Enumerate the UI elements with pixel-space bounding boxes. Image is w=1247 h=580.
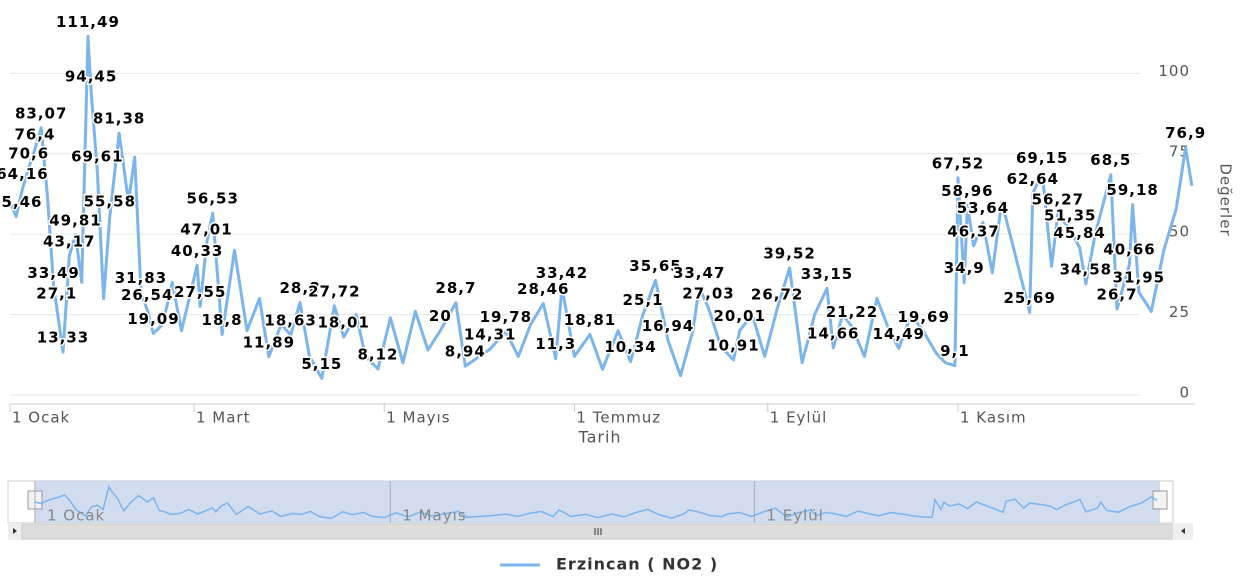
data-label: 25,69: [1003, 289, 1055, 307]
legend-label: Erzincan ( NO2 ): [556, 555, 718, 574]
data-label: 14,66: [807, 324, 859, 342]
data-label: 45,84: [1053, 224, 1105, 242]
navigator-handle[interactable]: [1152, 490, 1168, 510]
data-label: 40,33: [171, 242, 223, 260]
scroll-left[interactable]: [13, 528, 17, 534]
data-label: 76,9: [1165, 124, 1206, 142]
data-label: 67,52: [932, 154, 984, 172]
navigator-tick-label: 1 Eylül: [766, 507, 824, 525]
data-label: 69,61: [71, 148, 123, 166]
data-label: 39,52: [763, 244, 815, 262]
data-label: 46,37: [947, 222, 999, 240]
data-label: 9,1: [940, 342, 970, 360]
data-label: 8,94: [445, 343, 486, 361]
scrollbar-thumb[interactable]: [21, 523, 1173, 540]
data-label: 20: [429, 307, 452, 325]
data-label: 19,69: [897, 308, 949, 326]
data-label: 81,38: [93, 110, 145, 128]
data-label: 14,49: [873, 325, 925, 343]
data-label: 35,65: [629, 257, 681, 275]
data-label: 33,47: [673, 264, 725, 282]
data-label: 8,12: [357, 345, 398, 363]
x-tick-label: 1 Mayıs: [386, 409, 450, 427]
data-label: 94,45: [65, 68, 117, 86]
data-label: 18,63: [264, 312, 316, 330]
data-label: 5,15: [301, 355, 342, 373]
data-label: 27,72: [308, 282, 360, 300]
x-tick-label: 1 Eylül: [770, 409, 828, 427]
data-label: 28,46: [517, 280, 569, 298]
data-label: 70,6: [8, 144, 49, 162]
data-label: 43,17: [43, 233, 95, 251]
data-label: 62,64: [1007, 170, 1059, 188]
x-tick-label: 1 Mart: [196, 409, 251, 427]
x-tick-label: 1 Temmuz: [576, 409, 661, 427]
data-label: 64,16: [0, 165, 49, 183]
data-label: 51,35: [1044, 206, 1096, 224]
data-label: 10,34: [604, 338, 656, 356]
data-label: 55,58: [84, 193, 136, 211]
data-label: 16,94: [642, 317, 694, 335]
x-tick-label: 1 Kasım: [960, 409, 1027, 427]
data-label: 27,03: [682, 285, 734, 303]
data-label: 20,01: [713, 307, 765, 325]
data-label: 27,55: [174, 283, 226, 301]
data-label: 83,07: [15, 104, 67, 122]
data-label: 68,5: [1090, 151, 1131, 169]
data-label: 11,89: [243, 333, 295, 351]
data-label: 18,01: [317, 314, 369, 332]
scroll-right[interactable]: [1181, 528, 1185, 534]
navigator-mask[interactable]: [35, 481, 1160, 523]
navigator-line: [34, 484, 1158, 520]
data-label: 18,81: [564, 311, 616, 329]
data-label: 33,49: [27, 264, 79, 282]
data-label: 55,46: [0, 193, 42, 211]
navigator-tick-label: 1 Ocak: [47, 507, 105, 525]
x-axis-title: Tarih: [577, 428, 621, 447]
data-label: 14,31: [464, 325, 516, 343]
data-label: 28,8: [280, 279, 321, 297]
data-label: 19,09: [127, 310, 179, 328]
data-label: 53,64: [957, 199, 1009, 217]
data-label: 34,9: [944, 259, 985, 277]
y-tick-label: 25: [1169, 303, 1190, 321]
data-label: 111,49: [56, 13, 120, 31]
data-label: 10,91: [707, 336, 759, 354]
x-tick-label: 1 Ocak: [12, 409, 70, 427]
data-label: 34,58: [1060, 260, 1112, 278]
data-label: 56,27: [1032, 190, 1084, 208]
data-label: 69,15: [1016, 149, 1068, 167]
data-label: 33,15: [801, 265, 853, 283]
data-label: 31,95: [1113, 269, 1165, 287]
data-label: 59,18: [1106, 181, 1158, 199]
data-label: 31,83: [115, 269, 167, 287]
scrollbar-grip: [594, 528, 602, 535]
data-label: 25,1: [623, 291, 664, 309]
data-label: 27,1: [36, 284, 77, 302]
data-label: 76,4: [14, 126, 55, 144]
data-label: 19,78: [480, 308, 532, 326]
data-label: 28,7: [435, 279, 476, 297]
data-label: 11,3: [535, 335, 576, 353]
data-label: 26,7: [1097, 286, 1138, 304]
data-label: 47,01: [180, 220, 232, 238]
data-label: 40,66: [1103, 241, 1155, 259]
y-tick-label: 0: [1179, 384, 1190, 402]
data-label: 13,33: [37, 329, 89, 347]
data-label: 18,8: [202, 311, 243, 329]
data-label: 26,72: [751, 286, 803, 304]
data-label: 26,54: [121, 286, 173, 304]
data-label: 49,81: [49, 211, 101, 229]
y-tick-label: 100: [1158, 62, 1190, 80]
y-axis-title: Değerler: [1217, 163, 1235, 236]
data-label: 58,96: [941, 182, 993, 200]
navigator-tick-label: 1 Mayıs: [402, 507, 466, 525]
y-tick-label: 50: [1169, 223, 1190, 241]
data-label: 56,53: [186, 190, 238, 208]
data-label: 21,22: [826, 303, 878, 321]
data-label: 33,42: [536, 264, 588, 282]
line: [8, 34, 1194, 380]
